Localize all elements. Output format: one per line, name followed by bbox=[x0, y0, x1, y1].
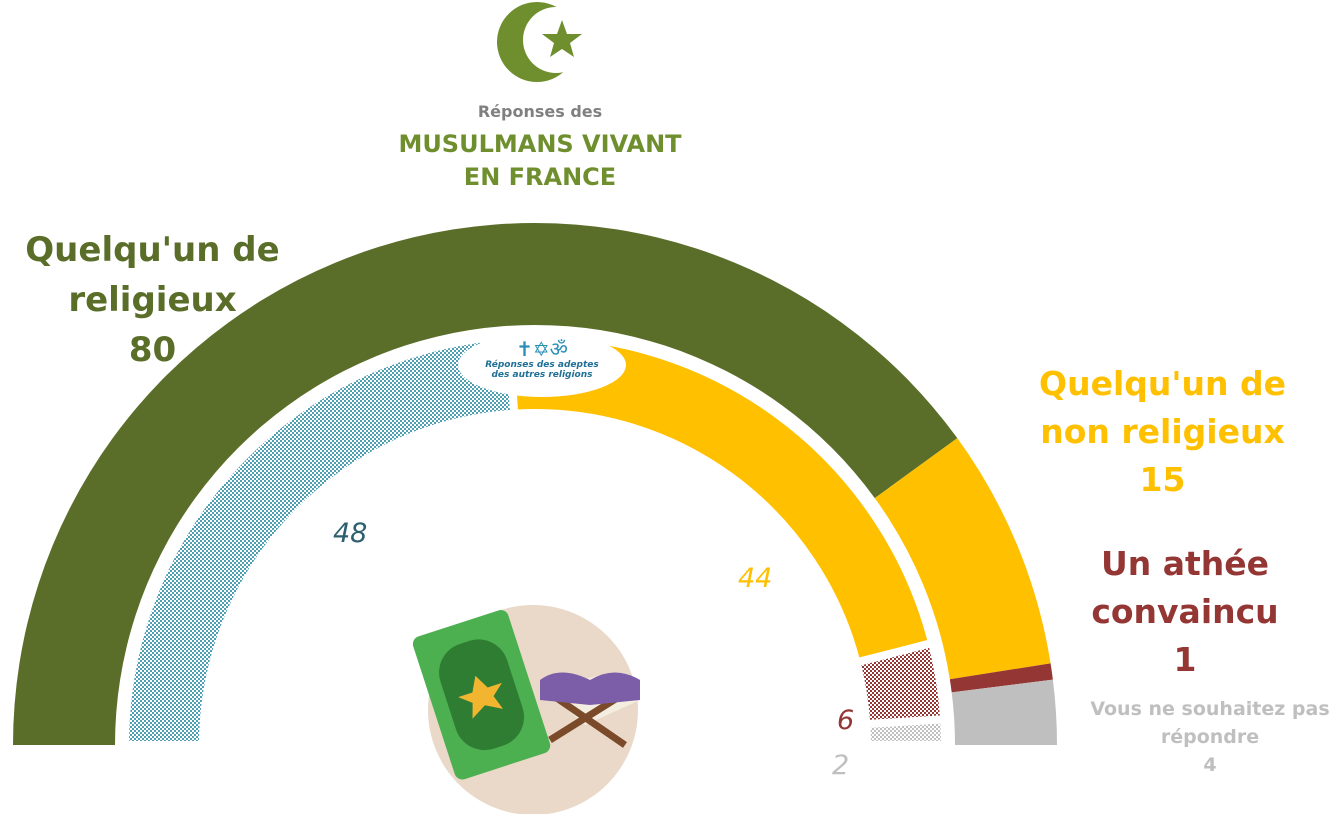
value-label: 15 bbox=[1139, 460, 1186, 499]
inner-value-label: 44 bbox=[738, 563, 773, 594]
category-label: Quelqu'un de non religieux bbox=[1039, 364, 1286, 451]
inner-value-label: 2 bbox=[832, 750, 850, 781]
value-label: 1 bbox=[1173, 640, 1197, 679]
segment bbox=[13, 223, 958, 745]
category-label: Quelqu'un de religieux bbox=[25, 230, 280, 320]
value-label: 4 bbox=[1203, 754, 1217, 776]
segment bbox=[862, 715, 950, 749]
inner-badge: ✝✡ॐ Réponses des adeptes des autres reli… bbox=[458, 333, 626, 397]
illustration bbox=[412, 605, 640, 814]
category-label: Un athée convaincu bbox=[1091, 544, 1279, 631]
rings bbox=[13, 223, 1057, 749]
segment bbox=[951, 679, 1057, 745]
value-label: 80 bbox=[128, 330, 177, 370]
subtitle: Réponses des bbox=[477, 102, 603, 121]
inner-series-name: Réponses des adeptes des autres religion… bbox=[485, 360, 599, 380]
religion-icons: ✝✡ॐ bbox=[516, 337, 568, 361]
inner-value-label: 6 bbox=[837, 705, 855, 736]
category-label: Vous ne souhaitez pas répondre bbox=[1090, 698, 1330, 748]
outer-series-name: MUSULMANS VIVANT EN FRANCE bbox=[398, 130, 682, 191]
segment bbox=[874, 438, 1051, 680]
inner-value-label: 48 bbox=[333, 518, 368, 549]
segment bbox=[949, 663, 1053, 693]
crescent-icon bbox=[497, 2, 589, 82]
segment bbox=[851, 638, 949, 729]
